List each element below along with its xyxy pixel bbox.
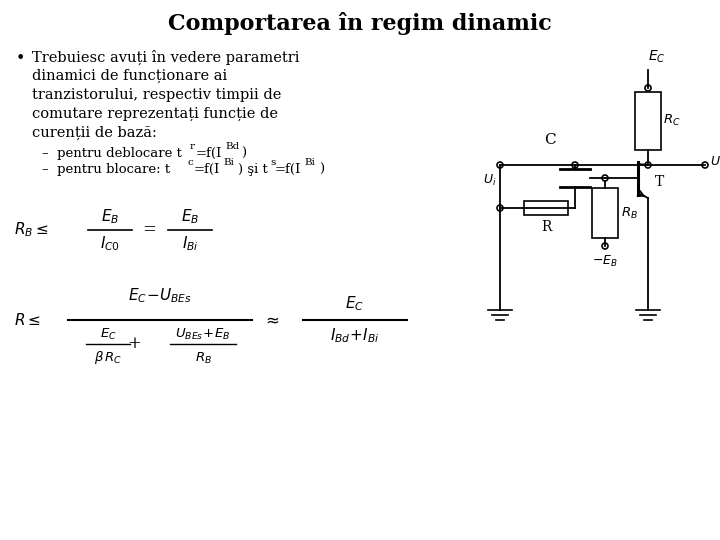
Text: –  pentru deblocare t: – pentru deblocare t <box>42 147 182 160</box>
Text: +: + <box>127 335 141 353</box>
Text: =f(I: =f(I <box>194 163 220 176</box>
Bar <box>592 188 618 238</box>
Bar <box>524 201 568 215</box>
Text: Bi: Bi <box>304 158 315 167</box>
Text: $E_C$: $E_C$ <box>99 327 117 342</box>
Text: $R \leq$: $R \leq$ <box>14 312 41 328</box>
Text: Bd: Bd <box>225 142 239 151</box>
Text: $E_C\!-\!U_{BEs}$: $E_C\!-\!U_{BEs}$ <box>128 287 192 305</box>
Text: $I_{Bd}\!+\!I_{Bi}$: $I_{Bd}\!+\!I_{Bi}$ <box>330 327 379 346</box>
Text: $R_B \leq$: $R_B \leq$ <box>14 221 48 239</box>
Text: $E_C$: $E_C$ <box>648 49 665 65</box>
Text: $E_B$: $E_B$ <box>101 208 119 226</box>
Text: $R_B$: $R_B$ <box>621 205 638 220</box>
Text: –  pentru blocare: t: – pentru blocare: t <box>42 163 170 176</box>
Text: $R_B$: $R_B$ <box>194 350 212 366</box>
Text: Comportarea în regim dinamic: Comportarea în regim dinamic <box>168 12 552 35</box>
Text: tranzistorului, respectiv timpii de: tranzistorului, respectiv timpii de <box>32 88 282 102</box>
Text: =f(I: =f(I <box>275 163 302 176</box>
Text: Bi: Bi <box>223 158 234 167</box>
Text: $U_{BEs}\!+\!E_B$: $U_{BEs}\!+\!E_B$ <box>176 327 230 342</box>
Text: $E_C$: $E_C$ <box>346 295 364 313</box>
Text: $U_e$: $U_e$ <box>710 154 720 170</box>
Text: =: = <box>142 221 156 239</box>
Text: $I_{Bi}$: $I_{Bi}$ <box>181 235 199 253</box>
Text: r: r <box>190 142 195 151</box>
Text: ) şi t: ) şi t <box>238 163 268 176</box>
Text: =f(I: =f(I <box>196 147 222 160</box>
Text: R: R <box>541 220 552 234</box>
Bar <box>635 92 661 150</box>
Text: $\beta\,R_C$: $\beta\,R_C$ <box>94 349 122 367</box>
Text: $I_{C0}$: $I_{C0}$ <box>100 235 120 253</box>
Text: dinamici de funcționare ai: dinamici de funcționare ai <box>32 69 228 83</box>
Text: $E_B$: $E_B$ <box>181 208 199 226</box>
Text: ): ) <box>241 147 246 160</box>
Text: ): ) <box>319 163 324 176</box>
Text: $R_C$: $R_C$ <box>663 112 680 127</box>
Text: •: • <box>16 50 25 67</box>
Text: $\approx$: $\approx$ <box>262 312 279 328</box>
Text: $U_i$: $U_i$ <box>483 172 497 187</box>
Text: curenții de bază:: curenții de bază: <box>32 126 157 140</box>
Text: s: s <box>270 158 275 167</box>
Text: c: c <box>188 158 194 167</box>
Text: C: C <box>544 133 556 147</box>
Text: T: T <box>655 175 665 189</box>
Text: $-E_B$: $-E_B$ <box>592 254 618 269</box>
Text: Trebuiesc avuți în vedere parametri: Trebuiesc avuți în vedere parametri <box>32 50 300 65</box>
Text: comutare reprezentați funcție de: comutare reprezentați funcție de <box>32 107 278 122</box>
